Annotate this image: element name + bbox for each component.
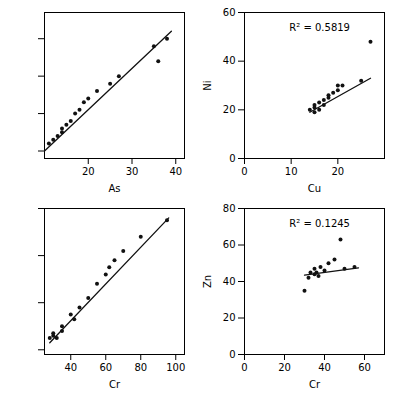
svg-text:As: As — [108, 183, 120, 194]
svg-text:40: 40 — [223, 276, 236, 287]
svg-text:40: 40 — [169, 166, 182, 177]
svg-text:40: 40 — [223, 55, 236, 66]
svg-text:80: 80 — [223, 203, 236, 214]
svg-text:Ni: Ni — [202, 80, 213, 90]
svg-text:20: 20 — [82, 166, 95, 177]
svg-text:30: 30 — [126, 166, 139, 177]
svg-text:40: 40 — [64, 362, 77, 373]
svg-text:R² = 0.5819: R² = 0.5819 — [289, 22, 350, 33]
svg-text:20: 20 — [223, 104, 236, 115]
svg-text:20: 20 — [278, 362, 291, 373]
svg-text:100: 100 — [166, 362, 185, 373]
svg-text:0: 0 — [241, 362, 247, 373]
svg-text:Zn: Zn — [202, 275, 213, 288]
svg-text:40: 40 — [318, 362, 331, 373]
svg-text:10: 10 — [285, 166, 298, 177]
svg-text:R² = 0.1245: R² = 0.1245 — [289, 218, 350, 229]
svg-text:0: 0 — [241, 166, 247, 177]
svg-text:20: 20 — [331, 166, 344, 177]
svg-text:0: 0 — [229, 153, 235, 164]
svg-text:80: 80 — [134, 362, 147, 373]
svg-text:Cr: Cr — [309, 379, 321, 390]
svg-text:0: 0 — [229, 349, 235, 360]
svg-text:60: 60 — [358, 362, 371, 373]
svg-text:Cr: Cr — [109, 379, 121, 390]
svg-text:60: 60 — [223, 7, 236, 18]
svg-text:60: 60 — [99, 362, 112, 373]
svg-text:20: 20 — [223, 312, 236, 323]
svg-text:Cu: Cu — [308, 183, 321, 194]
svg-text:60: 60 — [223, 239, 236, 250]
